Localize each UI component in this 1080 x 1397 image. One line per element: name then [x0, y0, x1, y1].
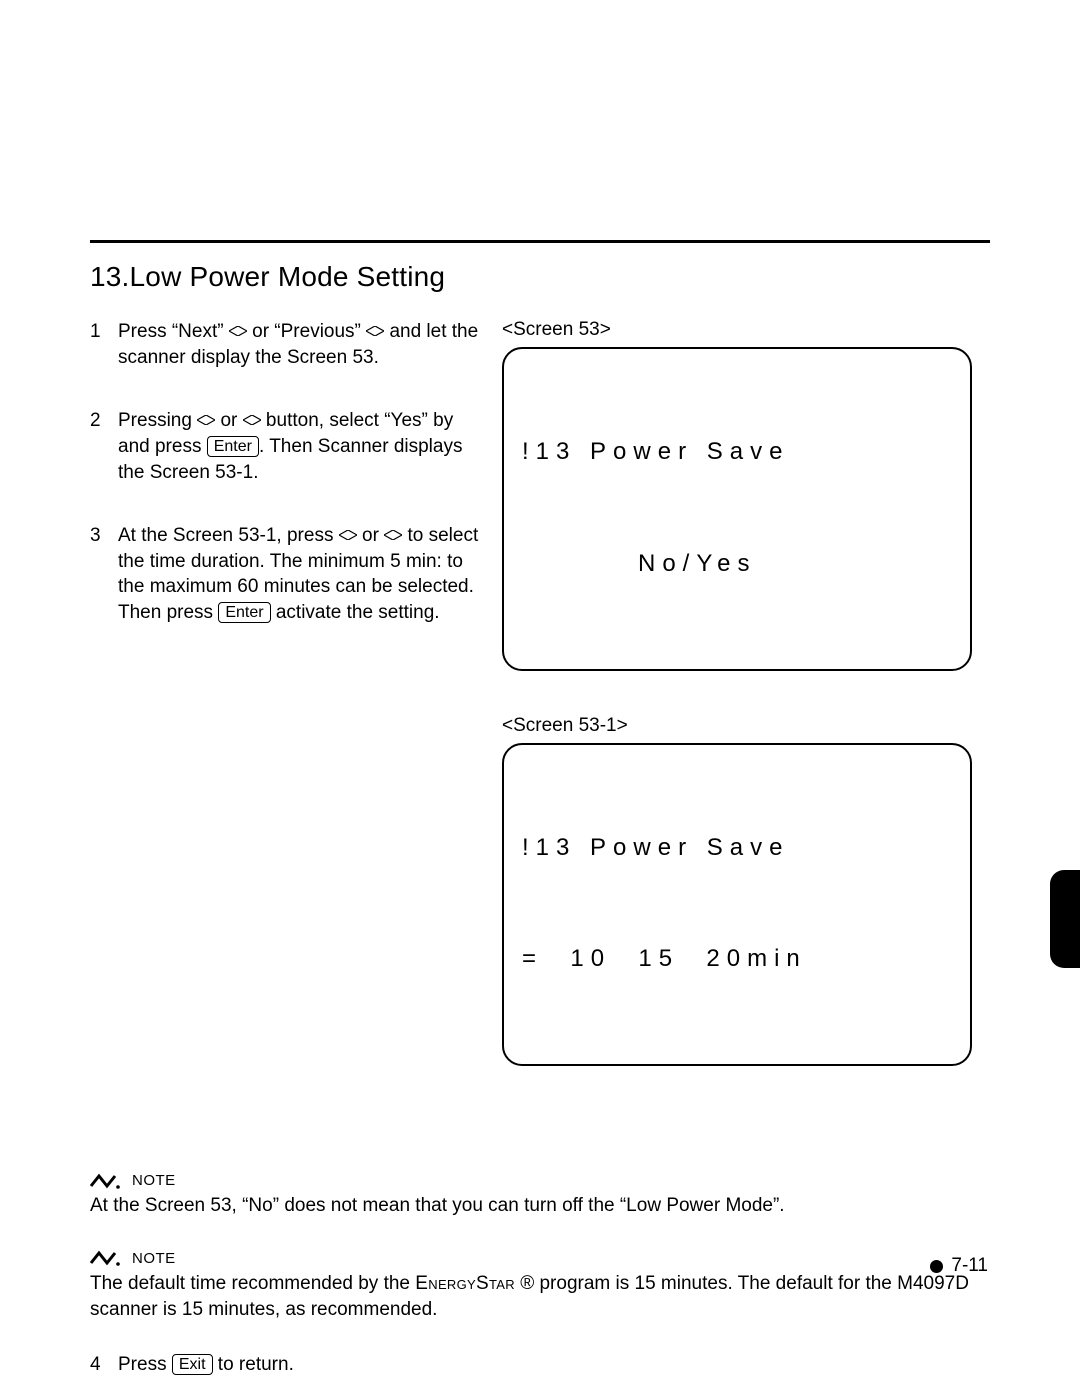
enter-key-icon: Enter	[207, 436, 259, 457]
note-block-2: NOTE The default time recommended by the…	[90, 1248, 990, 1324]
step-number: 2	[90, 408, 104, 485]
exit-key-icon: Exit	[172, 1354, 213, 1375]
note-label: NOTE	[132, 1248, 176, 1269]
enter-key-icon: Enter	[218, 602, 270, 623]
page-number: 7-11	[951, 1255, 988, 1277]
bullet-icon	[930, 1260, 943, 1273]
previous-diamond-icon	[366, 326, 384, 336]
lcd-screen-53: !13 Power Save No/Yes	[502, 347, 972, 671]
left-diamond-icon	[197, 415, 215, 425]
step-3: 3 At the Screen 53-1, press or to select…	[90, 523, 480, 626]
lcd-line: = 10 15 20min	[522, 940, 952, 977]
next-diamond-icon	[229, 326, 247, 336]
side-tab	[1050, 870, 1080, 968]
screens-column: <Screen 53> !13 Power Save No/Yes <Scree…	[502, 319, 972, 1110]
note-text: At the Screen 53, “No” does not mean tha…	[90, 1193, 990, 1220]
step-1: 1 Press “Next” or “Previous” and let the…	[90, 319, 480, 370]
step-4: 4 Press Exit to return.	[90, 1352, 990, 1378]
note-label: NOTE	[132, 1170, 176, 1191]
note-text: The default time recommended by the Ener…	[90, 1271, 990, 1324]
instructions-column: 1 Press “Next” or “Previous” and let the…	[90, 319, 480, 1110]
lcd-screen-53-1: !13 Power Save = 10 15 20min	[502, 743, 972, 1067]
page-footer: 7-11	[930, 1255, 988, 1277]
note-block-1: NOTE At the Screen 53, “No” does not mea…	[90, 1170, 990, 1220]
screen-label: <Screen 53-1>	[502, 715, 972, 737]
right-diamond-icon	[243, 415, 261, 425]
horizontal-rule	[90, 240, 990, 243]
section-heading: 13.Low Power Mode Setting	[90, 261, 990, 293]
step-text: Press “Next” or “Previous” and let the s…	[118, 319, 480, 370]
screen-label: <Screen 53>	[502, 319, 972, 341]
step-number: 3	[90, 523, 104, 626]
two-column-layout: 1 Press “Next” or “Previous” and let the…	[90, 319, 990, 1110]
lcd-line: No/Yes	[522, 545, 952, 582]
step-text: Pressing or button, select “Yes” by and …	[118, 408, 480, 485]
energystar-text: EnergyStar	[415, 1273, 515, 1294]
lcd-line: !13 Power Save	[522, 829, 952, 866]
step-text: Press Exit to return.	[118, 1352, 990, 1378]
step-number: 1	[90, 319, 104, 370]
note-icon	[90, 1249, 124, 1267]
lcd-line: !13 Power Save	[522, 433, 952, 470]
right-diamond-icon	[384, 530, 402, 540]
note-icon	[90, 1172, 124, 1190]
left-diamond-icon	[339, 530, 357, 540]
step-2: 2 Pressing or button, select “Yes” by an…	[90, 408, 480, 485]
step-number: 4	[90, 1352, 104, 1378]
step-text: At the Screen 53-1, press or to select t…	[118, 523, 480, 626]
